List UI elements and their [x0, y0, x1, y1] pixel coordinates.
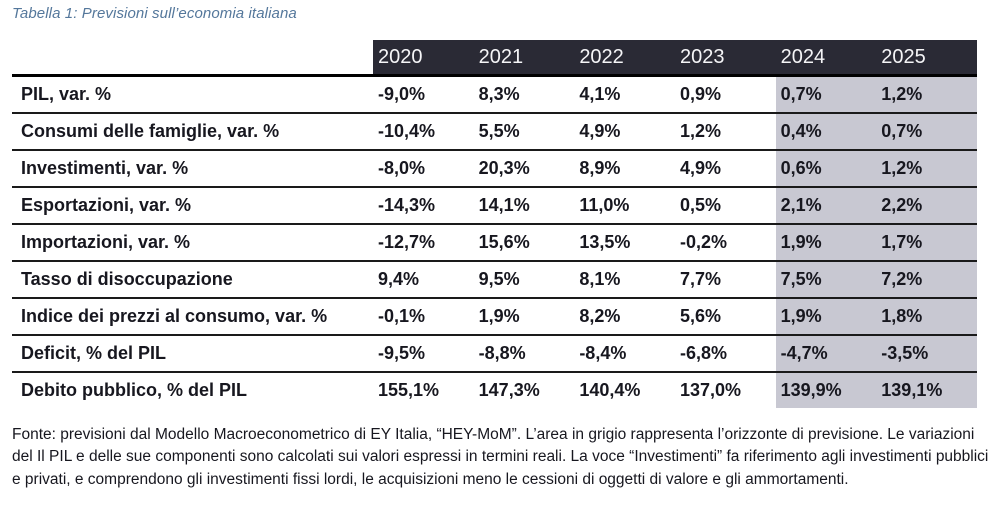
year-column-header: 2022 [574, 40, 675, 77]
value-cell: 5,6% [674, 298, 776, 336]
value-cell: 13,5% [574, 224, 675, 262]
year-column-header: 2023 [674, 40, 776, 77]
forecast-table: 2020 2021 2022 2023 2024 2025 PIL, var. % -9,0… [12, 40, 977, 408]
value-cell: 140,4% [579, 380, 641, 400]
year-column-header: 2021 [473, 40, 575, 77]
value-cell: -9,5% [373, 335, 474, 373]
value-cell: -4,7% [775, 335, 877, 373]
table-row: Importazioni, var. % -12,7% 15,6% 13,5% -0,2… [12, 224, 977, 262]
table-row: Indice dei prezzi al consumo, var. % -0,1… [12, 298, 977, 336]
row-label: Deficit, % del PIL [12, 335, 373, 373]
value-cell: 15,6% [473, 224, 575, 262]
value-cell: 7,7% [674, 261, 776, 299]
value-cell: 1,7% [876, 224, 977, 262]
value-cell: 0,7% [775, 75, 877, 114]
value-cell: 8,1% [574, 261, 675, 299]
value-cell: 0,9% [674, 75, 776, 114]
value-cell: -0,2% [674, 224, 776, 262]
value-cell: -8,0% [373, 150, 474, 188]
value-cell: 9,4% [373, 261, 474, 299]
value-cell: 14,1% [473, 187, 575, 225]
value-cell: 139,9% [775, 372, 877, 408]
row-label: Debito pubblico, % del PIL [21, 380, 248, 400]
value-cell: 0,6% [775, 150, 877, 188]
value-cell: -0,1% [373, 298, 474, 336]
value-cell: 20,3% [473, 150, 575, 188]
value-cell: 8,3% [473, 75, 575, 114]
table-row: Investimenti, var. % -8,0% 20,3% 8,9% 4,9% 0,… [12, 150, 977, 188]
table-row: Deficit, % del PIL -9,5% -8,8% -8,4% -6,8% -4… [12, 335, 977, 373]
value-cell: 1,9% [775, 298, 877, 336]
table-row: Esportazioni, var. % -14,3% 14,1% 11,0% 0,5%… [12, 187, 977, 225]
row-label: Investimenti, var. % [12, 150, 373, 188]
row-label: Consumi delle famiglie, var. % [12, 113, 373, 151]
value-cell: 4,1% [574, 75, 675, 114]
value-cell: -8,8% [473, 335, 575, 373]
value-cell: 11,0% [574, 187, 675, 225]
table-caption: Tabella 1: Previsioni sull’economia ital… [12, 5, 297, 22]
value-cell: 5,5% [473, 113, 575, 151]
value-cell: -8,4% [574, 335, 675, 373]
value-cell: -9,0% [373, 75, 474, 114]
value-cell: 4,9% [574, 113, 675, 151]
year-column-header: 2024 [775, 40, 877, 77]
value-cell: 1,2% [876, 75, 977, 114]
value-cell: 0,7% [876, 113, 977, 151]
table-row: PIL, var. % -9,0% 8,3% 4,1% 0,9% 0,7% 1,2% [12, 75, 977, 114]
value-cell: 155,1% [378, 380, 440, 400]
value-cell: -3,5% [876, 335, 977, 373]
year-column-header: 2025 [876, 40, 977, 77]
row-label: Esportazioni, var. % [12, 187, 373, 225]
value-cell: 1,9% [473, 298, 575, 336]
table-row: Consumi delle famiglie, var. % -10,4% 5,5%… [12, 113, 977, 151]
value-cell: 9,5% [473, 261, 575, 299]
value-cell: 1,9% [775, 224, 877, 262]
year-column-header: 2020 [373, 40, 474, 77]
row-label: PIL, var. % [12, 75, 373, 114]
value-cell: 147,3% [478, 380, 540, 400]
value-cell: 2,2% [876, 187, 977, 225]
value-cell: 137,0% [679, 380, 742, 400]
value-cell: 7,5% [775, 261, 877, 299]
value-cell: -10,4% [373, 113, 474, 151]
source-footnote: Fonte: previsioni dal Modello Macroecono… [12, 426, 989, 488]
value-cell: 1,8% [876, 298, 977, 336]
value-cell: 1,2% [876, 150, 977, 188]
value-cell: 4,9% [674, 150, 776, 188]
value-cell: 0,5% [674, 187, 776, 225]
value-cell: 0,4% [775, 113, 877, 151]
value-cell: 1,2% [674, 113, 776, 151]
table-row: Debito pubblico, % del PIL 155,1% 147,3% 14… [12, 372, 977, 408]
table-body: PIL, var. % -9,0% 8,3% 4,1% 0,9% 0,7% 1,2% Cons… [12, 75, 977, 408]
value-cell: 139,1% [876, 372, 977, 408]
row-label: Tasso di disoccupazione [12, 261, 373, 299]
value-cell: 7,2% [876, 261, 977, 299]
value-cell: -12,7% [373, 224, 474, 262]
value-cell: -14,3% [373, 187, 474, 225]
value-cell: 8,9% [574, 150, 675, 188]
table-header-row: 2020 2021 2022 2023 2024 2025 [12, 40, 977, 77]
value-cell: -6,8% [674, 335, 776, 373]
row-label: Importazioni, var. % [12, 224, 373, 262]
table-head: 2020 2021 2022 2023 2024 2025 [12, 40, 977, 77]
row-label: Indice dei prezzi al consumo, var. % [12, 298, 373, 336]
value-cell: 2,1% [775, 187, 877, 225]
empty-header-cell [12, 40, 373, 77]
table-row: Tasso di disoccupazione 9,4% 9,5% 8,1% 7,7% 7… [12, 261, 977, 299]
value-cell: 8,2% [574, 298, 675, 336]
